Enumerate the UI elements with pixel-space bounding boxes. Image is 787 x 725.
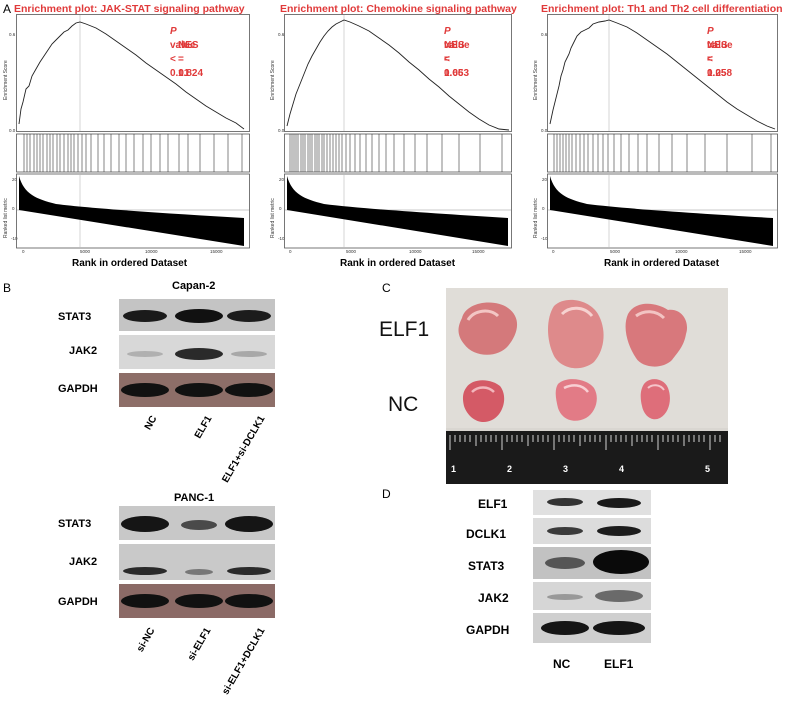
x-tick: 15000 [472, 249, 485, 254]
x-tick: 5000 [80, 249, 91, 254]
ruler-number: 2 [507, 464, 513, 474]
gsea-title: Enrichment plot: Th1 and Th2 cell differ… [541, 3, 783, 15]
es-tick: 0.6 [541, 32, 548, 37]
rank-tick: 0 [12, 206, 15, 211]
x-tick: 0 [289, 249, 292, 254]
ruler-ticks [449, 435, 721, 450]
blot-label-jak2: JAK2 [478, 591, 509, 605]
rank-tick: 20 [279, 177, 285, 182]
ruler-number: 4 [619, 464, 625, 474]
lane-label-elf1: ELF1 [604, 657, 634, 671]
blot-label-jak2: JAK2 [69, 556, 98, 568]
es-tick: 0.0 [9, 128, 16, 133]
gsea-title: Enrichment plot: JAK-STAT signaling path… [14, 3, 245, 15]
blot-label-gapdh: GAPDH [58, 596, 98, 608]
lane-label: ELF1 [192, 414, 215, 441]
blot-label-dclk1: DCLK1 [466, 527, 507, 541]
gsea-title: Enrichment plot: Chemokine signaling pat… [280, 3, 517, 15]
es-axis-label: Enrichment Score [270, 60, 276, 100]
cell-line-title: Capan-2 [172, 280, 216, 292]
es-axis-label: Enrichment Score [3, 60, 9, 100]
x-axis-label: Rank in ordered Dataset [340, 258, 456, 269]
gsea-graphic [547, 14, 778, 249]
rank-tick: 0 [279, 206, 282, 211]
x-tick: 10000 [145, 249, 158, 254]
x-tick: 10000 [409, 249, 422, 254]
rank-axis-label: Ranked list metric [3, 198, 9, 238]
gene-hit-ticks [553, 134, 772, 172]
row-label-elf1: ELF1 [379, 318, 430, 341]
x-tick: 0 [552, 249, 555, 254]
x-axis-label: Rank in ordered Dataset [72, 258, 188, 269]
x-tick: 15000 [739, 249, 752, 254]
x-tick: 5000 [346, 249, 357, 254]
western-blot-capan2 [119, 299, 275, 407]
rank-tick: 20 [542, 177, 548, 182]
gene-hit-ticks [289, 134, 503, 172]
tumor-photo [446, 288, 728, 484]
rank-tick: -10 [11, 236, 18, 241]
es-tick: 0.6 [278, 32, 285, 37]
rank-axis-label: Ranked list metric [533, 198, 539, 238]
rank-tick: 20 [12, 177, 18, 182]
western-blot-panc1 [119, 506, 275, 618]
blot-label-jak2: JAK2 [69, 345, 98, 357]
panel-b-letter: B [3, 281, 12, 295]
lane-label: si-ELF1+DCLK1 [220, 626, 268, 697]
lane-label-nc: NC [553, 657, 571, 671]
p-value-text: P value < 0.05 [707, 26, 733, 79]
ruler-number: 1 [451, 464, 457, 474]
es-tick: 0.6 [9, 32, 16, 37]
x-tick: 10000 [675, 249, 688, 254]
rank-axis-label: Ranked list metric [270, 198, 276, 238]
x-axis-label: Rank in ordered Dataset [604, 258, 720, 269]
rank-tick: 0 [542, 206, 545, 211]
es-axis-label: Enrichment Score [533, 60, 539, 100]
nes-text: NES = 1.824 [178, 40, 204, 79]
es-tick: 0.0 [541, 128, 548, 133]
panel-d-letter: D [382, 487, 391, 501]
panel-c-letter: C [382, 281, 391, 295]
lane-label: si-ELF1 [185, 626, 214, 663]
es-tick: 0.0 [278, 128, 285, 133]
lane-label: ELF1+si-DCLK1 [220, 414, 268, 485]
blot-label-stat3: STAT3 [58, 518, 92, 530]
blot-label-stat3: STAT3 [468, 559, 505, 573]
row-label-nc: NC [388, 393, 419, 416]
rank-tick: -10 [278, 236, 285, 241]
ruler-number: 5 [705, 464, 711, 474]
x-tick: 0 [22, 249, 25, 254]
p-value-text: P value < 0.05 [444, 26, 470, 79]
blot-label-stat3: STAT3 [58, 311, 92, 323]
blot-label-gapdh: GAPDH [466, 623, 510, 637]
ruler-number: 3 [563, 464, 569, 474]
western-blot-tissue [533, 490, 651, 643]
x-tick: 5000 [610, 249, 621, 254]
gsea-graphic [284, 14, 512, 249]
nes-text: NES = 1.663 [444, 40, 470, 79]
panel-a-letter: A [3, 2, 12, 16]
lane-label: NC [142, 414, 160, 433]
x-tick: 15000 [210, 249, 223, 254]
rank-tick: -10 [541, 236, 548, 241]
cell-line-title: PANC-1 [174, 492, 215, 504]
blot-label-gapdh: GAPDH [58, 383, 98, 395]
p-value-text: P value < 0.01 [170, 26, 196, 79]
blot-label-elf1: ELF1 [478, 497, 508, 511]
lane-label: si-NC [134, 626, 158, 655]
nes-text: NES = 1.258 [707, 40, 733, 79]
gene-hit-ticks [23, 134, 243, 172]
gsea-graphic [16, 14, 250, 249]
